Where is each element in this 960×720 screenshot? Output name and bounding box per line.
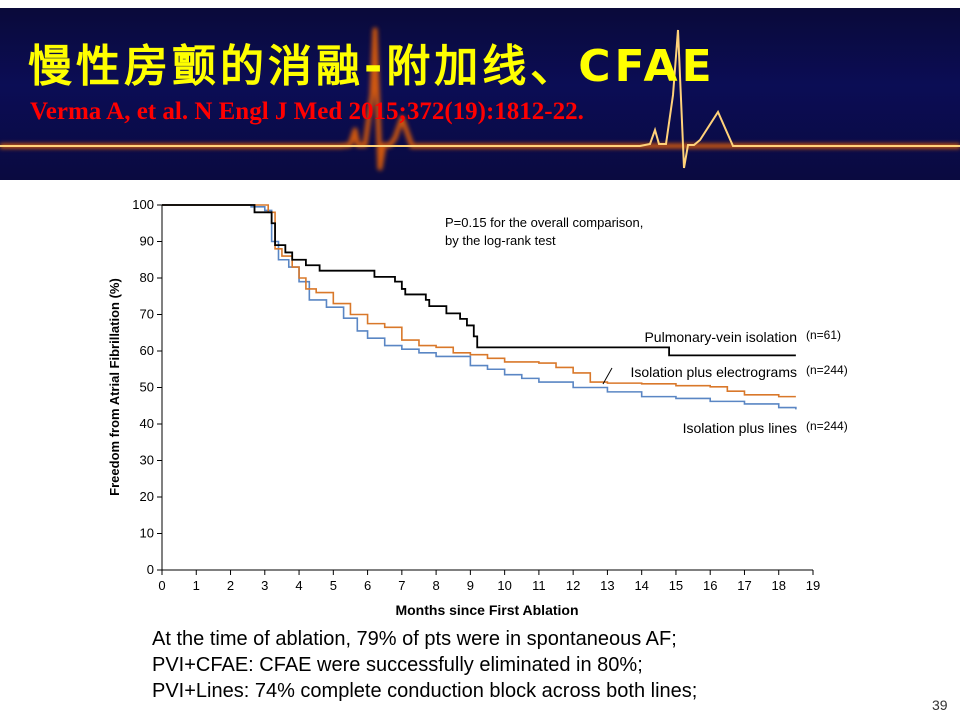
x-tick-label: 6 — [364, 578, 371, 593]
bullet-1: At the time of ablation, 79% of pts were… — [152, 628, 677, 650]
slide-title: 慢性房颤的消融-附加线、CFAE — [28, 41, 716, 92]
x-tick-label: 8 — [432, 578, 439, 593]
series-n-cfae: (n=244) — [806, 363, 848, 377]
series-n-lines: (n=244) — [806, 419, 848, 433]
series-label-lines: Isolation plus lines — [683, 420, 797, 436]
series-label-cfae: Isolation plus electrograms — [630, 364, 797, 380]
series-lines — [162, 204, 797, 410]
x-tick-label: 12 — [566, 578, 580, 593]
x-tick-label: 16 — [703, 578, 717, 593]
x-tick-label: 1 — [193, 578, 200, 593]
x-tick-label: 15 — [669, 578, 683, 593]
y-tick-label: 40 — [140, 416, 154, 431]
y-tick-label: 0 — [147, 562, 154, 577]
x-tick-label: 14 — [634, 578, 648, 593]
ecg-glow — [0, 27, 960, 171]
kaplan-meier-chart: 0 1 2 3 4 5 6 7 8 9 10 11 12 13 14 15 16 17 18 190102030405… — [107, 197, 848, 618]
y-tick-label: 60 — [140, 343, 154, 358]
x-tick-label: 11 — [532, 578, 546, 593]
x-tick-label: 18 — [772, 578, 786, 593]
x-tick-label: 13 — [600, 578, 614, 593]
series-label-pvi: Pulmonary-vein isolation — [644, 329, 797, 345]
page-number: 39 — [932, 697, 948, 713]
y-tick-label: 100 — [132, 197, 154, 212]
ecg-trace-decoration — [0, 27, 960, 171]
bullet-3: PVI+Lines: 74% complete conduction block… — [152, 680, 698, 702]
x-tick-label: 9 — [467, 578, 474, 593]
y-tick-label: 50 — [140, 380, 154, 395]
y-tick-label: 70 — [140, 307, 154, 322]
series-line-lines — [162, 204, 797, 410]
label-leader-line — [602, 367, 613, 385]
ecg-line — [0, 29, 960, 169]
y-axis-title: Freedom from Atrial Fibrillation (%) — [107, 278, 122, 496]
x-tick-label: 0 — [158, 578, 165, 593]
y-tick-label: 10 — [140, 526, 154, 541]
pvalue-annotation-2: by the log-rank test — [445, 233, 556, 248]
x-tick-label: 3 — [261, 578, 268, 593]
axes: 0 1 2 3 4 5 6 7 8 9 10 11 12 13 14 15 16 17 18 190102030405… — [132, 197, 820, 593]
y-tick-label: 80 — [140, 270, 154, 285]
x-tick-label: 10 — [497, 578, 511, 593]
x-tick-label: 2 — [227, 578, 234, 593]
y-tick-label: 30 — [140, 453, 154, 468]
y-tick-label: 90 — [140, 234, 154, 249]
series-n-pvi: (n=61) — [806, 328, 841, 342]
pvalue-annotation-1: P=0.15 for the overall comparison, — [445, 215, 643, 230]
x-axis-title: Months since First Ablation — [395, 602, 578, 618]
x-tick-label: 4 — [295, 578, 302, 593]
bullet-2: PVI+CFAE: CFAE were successfully elimina… — [152, 654, 643, 676]
series-line-cfae — [162, 204, 796, 398]
x-tick-label: 19 — [806, 578, 820, 593]
x-tick-label: 17 — [737, 578, 751, 593]
slide-header — [0, 8, 960, 180]
y-tick-label: 20 — [140, 489, 154, 504]
series-line-pvi — [162, 204, 796, 357]
citation: Verma A, et al. N Engl J Med 2015;372(19… — [30, 98, 584, 125]
x-tick-label: 7 — [398, 578, 405, 593]
x-tick-label: 5 — [330, 578, 337, 593]
